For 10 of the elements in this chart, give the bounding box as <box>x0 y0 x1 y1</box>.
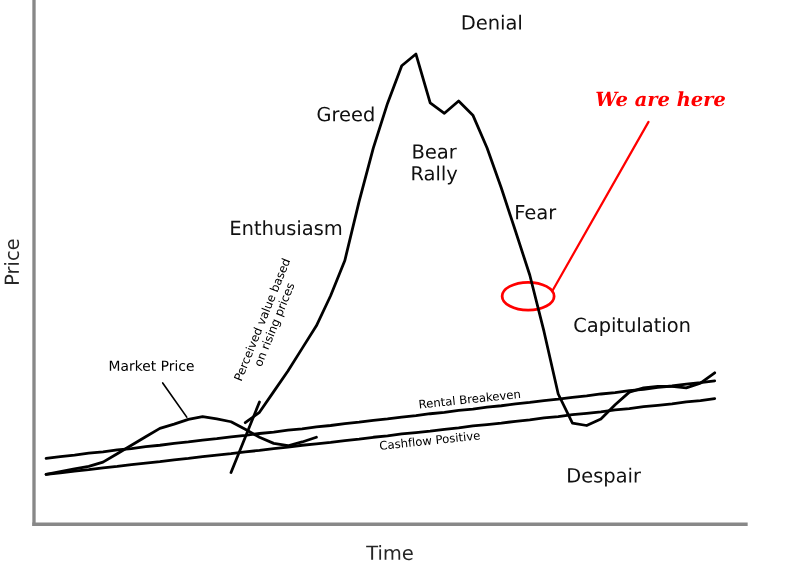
annotation: We are here <box>596 91 725 107</box>
annotation: Capitulation <box>574 317 690 337</box>
annotation: Bear Rally <box>412 144 458 185</box>
x-axis-title: Time <box>366 545 413 561</box>
text: Denial <box>462 14 521 30</box>
annotation: Greed <box>317 106 374 122</box>
annotation: Despair <box>568 467 641 487</box>
annotation: Fear <box>516 205 557 220</box>
annotation: Enthusiasm <box>231 220 342 236</box>
y-axis-title: Price <box>4 239 20 284</box>
